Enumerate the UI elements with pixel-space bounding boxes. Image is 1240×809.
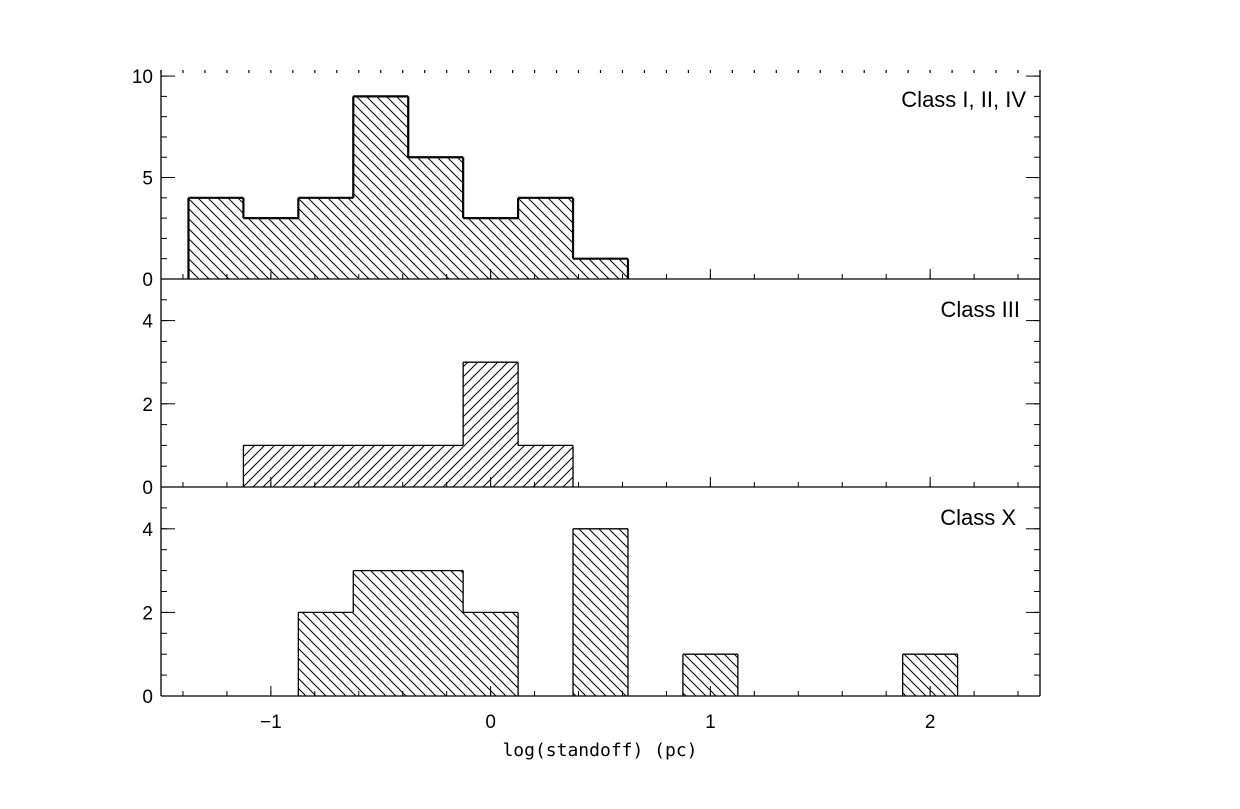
- y-tick-label: 10: [132, 67, 153, 88]
- panel-class-i-ii-iv: 0 5 10: [132, 67, 1041, 291]
- y-tick-label: 4: [142, 312, 153, 333]
- bar: [463, 218, 519, 279]
- bar: [353, 445, 409, 487]
- histogram-outline: [297, 528, 959, 696]
- panel-class-x: 0 2 4: [142, 486, 1041, 708]
- x-axis-title: log(standoff) (pc): [502, 740, 697, 761]
- bar: [463, 612, 519, 696]
- x-axis: −1 0 1 2: [260, 712, 935, 733]
- bar: [243, 218, 299, 279]
- bar: [408, 445, 464, 487]
- panel-class-iii: 0 2 4: [142, 278, 1041, 499]
- histogram-outline: [187, 95, 630, 279]
- bar: [518, 445, 574, 487]
- bar: [573, 528, 628, 696]
- bar: [353, 570, 409, 696]
- x-tick-label: −1: [260, 712, 282, 733]
- bar: [573, 258, 628, 279]
- x-tick-label: 0: [485, 712, 496, 733]
- bar: [408, 570, 464, 696]
- bar: [298, 612, 354, 696]
- y-tick-label: 4: [142, 520, 153, 541]
- panel-label-class-x: Class X: [940, 505, 1016, 530]
- bar: [298, 445, 354, 487]
- bar: [298, 197, 354, 279]
- x-tick-label: 1: [705, 712, 716, 733]
- panel-label-class-iii: Class III: [941, 297, 1020, 322]
- y-tick-label: 5: [142, 169, 153, 190]
- bar: [463, 362, 519, 487]
- y-tick-label: 0: [142, 687, 153, 708]
- bar: [188, 197, 244, 279]
- y-tick-label: 0: [142, 478, 153, 499]
- bar: [408, 157, 464, 279]
- y-tick-label: 0: [142, 270, 153, 291]
- histogram-outline: [242, 361, 574, 487]
- y-tick-label: 2: [142, 395, 153, 416]
- bar: [518, 197, 574, 279]
- panel-label-class-i-ii-iv: Class I, II, IV: [901, 87, 1026, 112]
- y-tick-label: 2: [142, 603, 153, 624]
- x-tick-label: 2: [925, 712, 936, 733]
- bar: [353, 96, 409, 280]
